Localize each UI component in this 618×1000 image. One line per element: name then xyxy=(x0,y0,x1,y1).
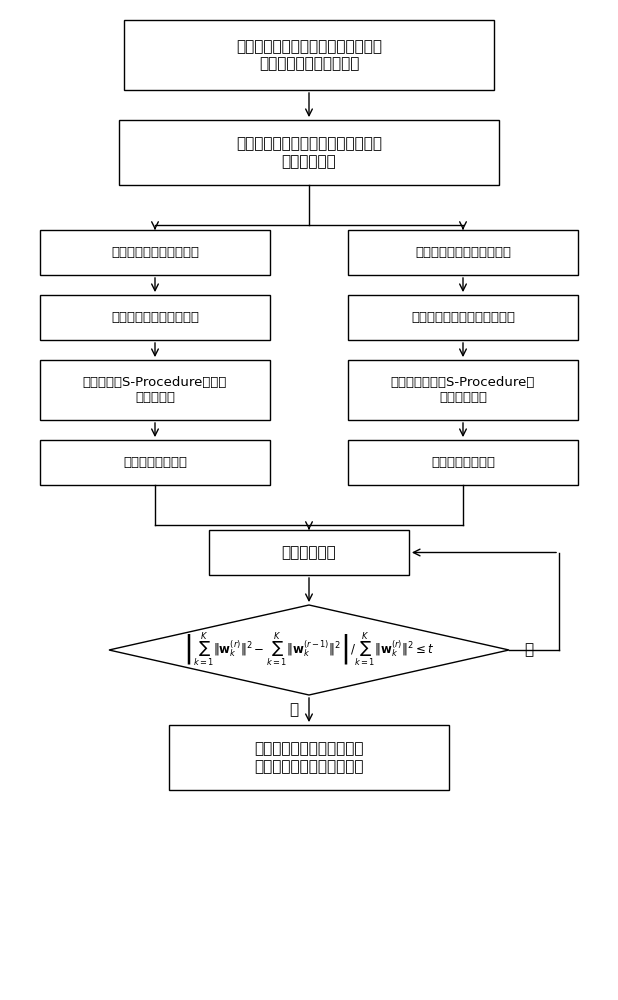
Text: 智能反射面辅助多小区网络的鲁棒联
合传输波束赋形设计方法: 智能反射面辅助多小区网络的鲁棒联 合传输波束赋形设计方法 xyxy=(236,39,382,71)
FancyBboxPatch shape xyxy=(40,360,270,420)
FancyBboxPatch shape xyxy=(40,440,270,485)
FancyBboxPatch shape xyxy=(169,725,449,790)
Text: 矩阵转化、S-Procedure定理、
凸半定松弛: 矩阵转化、S-Procedure定理、 凸半定松弛 xyxy=(83,376,227,404)
FancyBboxPatch shape xyxy=(119,120,499,185)
Text: 优化求得最佳的基站发射波
束赋形和智能反射面相移解: 优化求得最佳的基站发射波 束赋形和智能反射面相移解 xyxy=(254,741,364,774)
Text: 转化为凸优化问题: 转化为凸优化问题 xyxy=(431,456,495,469)
FancyBboxPatch shape xyxy=(348,295,578,340)
Text: 目标函数转化、S-Procedure定
理、二分算法: 目标函数转化、S-Procedure定 理、二分算法 xyxy=(391,376,535,404)
Text: 基站波束赋形变量和智能反射面相移
变量复杂耦合: 基站波束赋形变量和智能反射面相移 变量复杂耦合 xyxy=(236,136,382,169)
Text: 智能反射面相移优化子问题: 智能反射面相移优化子问题 xyxy=(415,246,511,259)
FancyBboxPatch shape xyxy=(124,20,494,90)
Text: 否: 否 xyxy=(524,643,533,658)
Text: $\left|\sum_{k=1}^{K}\|\mathbf{w}_k^{(r)}\|^2-\sum_{k=1}^{K}\|\mathbf{w}_k^{(r-1: $\left|\sum_{k=1}^{K}\|\mathbf{w}_k^{(r)… xyxy=(184,631,434,669)
FancyBboxPatch shape xyxy=(40,230,270,275)
Text: 非凸的用户目标速率约束: 非凸的用户目标速率约束 xyxy=(111,311,199,324)
FancyBboxPatch shape xyxy=(348,360,578,420)
Polygon shape xyxy=(109,605,509,695)
FancyBboxPatch shape xyxy=(348,230,578,275)
Text: 基站波束赋形优化子问题: 基站波束赋形优化子问题 xyxy=(111,246,199,259)
Text: 交替迭代优化: 交替迭代优化 xyxy=(282,545,336,560)
Text: 可行性检验、非凸的单模约束: 可行性检验、非凸的单模约束 xyxy=(411,311,515,324)
FancyBboxPatch shape xyxy=(209,530,409,575)
FancyBboxPatch shape xyxy=(40,295,270,340)
Text: 转化为凸优化问题: 转化为凸优化问题 xyxy=(123,456,187,469)
Text: 是: 是 xyxy=(289,702,298,718)
FancyBboxPatch shape xyxy=(348,440,578,485)
